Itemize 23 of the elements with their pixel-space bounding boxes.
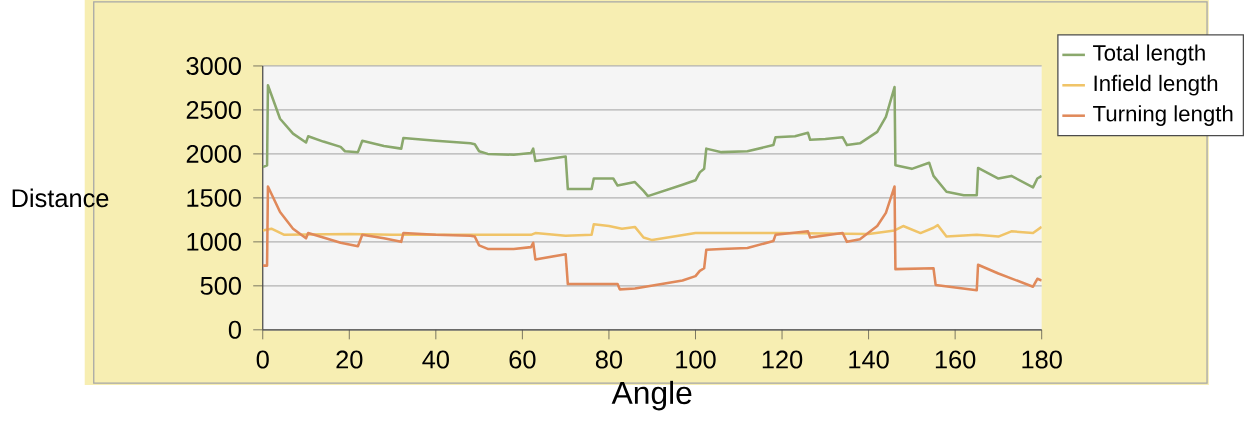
y-tick-label: 500 bbox=[200, 276, 241, 295]
x-tick-label: 0 bbox=[256, 350, 269, 369]
line-series bbox=[262, 84, 1042, 198]
x-tick-label: 120 bbox=[762, 350, 803, 369]
x-tick-label: 80 bbox=[595, 350, 623, 369]
y-tick-label: 1000 bbox=[187, 232, 241, 251]
y-tick-label: 3000 bbox=[186, 56, 241, 75]
x-tick-label: 180 bbox=[1022, 350, 1062, 369]
legend-label: Total length bbox=[1093, 44, 1205, 66]
y-tick-label: 2500 bbox=[186, 100, 241, 119]
y-tick-label: 1500 bbox=[187, 188, 241, 207]
x-axis-title: Angle bbox=[611, 380, 692, 411]
y-axis-title: Distance bbox=[12, 188, 109, 208]
x-tick-label: 100 bbox=[676, 350, 716, 369]
y-tick-label: 0 bbox=[228, 320, 242, 339]
x-tick-label: 20 bbox=[336, 350, 363, 369]
legend-label: Infield length bbox=[1094, 74, 1218, 96]
x-tick-label: 140 bbox=[849, 350, 889, 369]
x-tick-label: 160 bbox=[935, 350, 976, 369]
legend-label: Turning length bbox=[1093, 105, 1233, 126]
y-tick-label: 2000 bbox=[186, 144, 241, 163]
x-tick-label: 60 bbox=[509, 350, 536, 369]
x-tick-label: 40 bbox=[422, 350, 449, 369]
